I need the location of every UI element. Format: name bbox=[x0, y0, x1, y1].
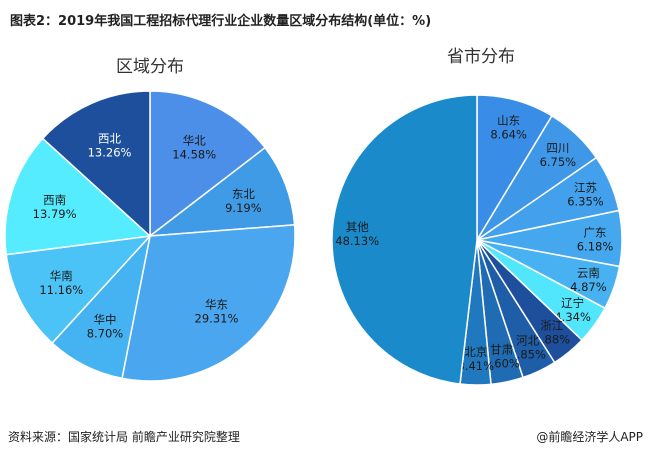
slice-value: 11.16% bbox=[39, 283, 83, 297]
slice-value: 3.41% bbox=[458, 359, 495, 373]
figure-title: 图表2：2019年我国工程招标代理行业企业数量区域分布结构(单位：%) bbox=[10, 14, 432, 29]
pie-subtitle: 区域分布 bbox=[116, 57, 184, 77]
slice-value: 9.19% bbox=[225, 201, 262, 215]
slice-value: 6.75% bbox=[540, 155, 577, 169]
slice-label: 西南 bbox=[43, 193, 66, 207]
slice-label: 华中 bbox=[93, 312, 116, 326]
slice-value: 4.34% bbox=[554, 310, 591, 324]
slice-value: 4.87% bbox=[570, 280, 607, 294]
slice-label: 西北 bbox=[98, 132, 121, 146]
slice-value: 3.60% bbox=[483, 356, 520, 370]
slice-label: 华东 bbox=[205, 298, 228, 312]
pie-slice-3 bbox=[121, 224, 296, 382]
slice-value: 8.70% bbox=[87, 326, 124, 340]
slice-label: 东北 bbox=[232, 187, 255, 201]
slice-value: 6.18% bbox=[577, 240, 614, 254]
slice-label: 华北 bbox=[183, 133, 206, 147]
brand-credit: @前瞻经济学人APP bbox=[536, 430, 643, 444]
pie-slice-6 bbox=[4, 137, 152, 256]
slice-value: 13.79% bbox=[33, 207, 77, 221]
slice-label: 四川 bbox=[546, 141, 569, 155]
pie-subtitle: 省市分布 bbox=[447, 47, 515, 67]
slice-value: 48.13% bbox=[335, 234, 379, 248]
slice-label: 江苏 bbox=[574, 181, 597, 195]
pie-slice-1 bbox=[149, 90, 267, 238]
slice-label: 广东 bbox=[583, 226, 606, 240]
slice-value: 6.35% bbox=[567, 195, 604, 209]
pie-slice-5 bbox=[5, 234, 152, 345]
slice-value: 13.26% bbox=[88, 146, 132, 160]
slice-value: 14.58% bbox=[172, 147, 216, 161]
pie-slice-2 bbox=[147, 146, 296, 237]
slice-label: 甘肃 bbox=[490, 342, 513, 356]
slice-label: 云南 bbox=[577, 266, 600, 280]
slice-label: 河北 bbox=[516, 334, 539, 348]
slice-label: 华南 bbox=[50, 269, 73, 283]
pie-slice-11 bbox=[331, 94, 478, 385]
slice-value: 29.31% bbox=[195, 312, 239, 326]
slice-label: 北京 bbox=[464, 345, 487, 359]
slice-label: 浙江 bbox=[540, 318, 563, 332]
slice-value: 8.64% bbox=[490, 127, 527, 141]
slice-label: 山东 bbox=[497, 113, 520, 127]
slice-value: 3.85% bbox=[509, 348, 546, 362]
slice-label: 其他 bbox=[346, 220, 369, 234]
pie-slice-7 bbox=[41, 90, 151, 238]
source-note: 资料来源：国家统计局 前瞻产业研究院整理 bbox=[8, 430, 240, 444]
slice-label: 辽宁 bbox=[561, 296, 584, 310]
